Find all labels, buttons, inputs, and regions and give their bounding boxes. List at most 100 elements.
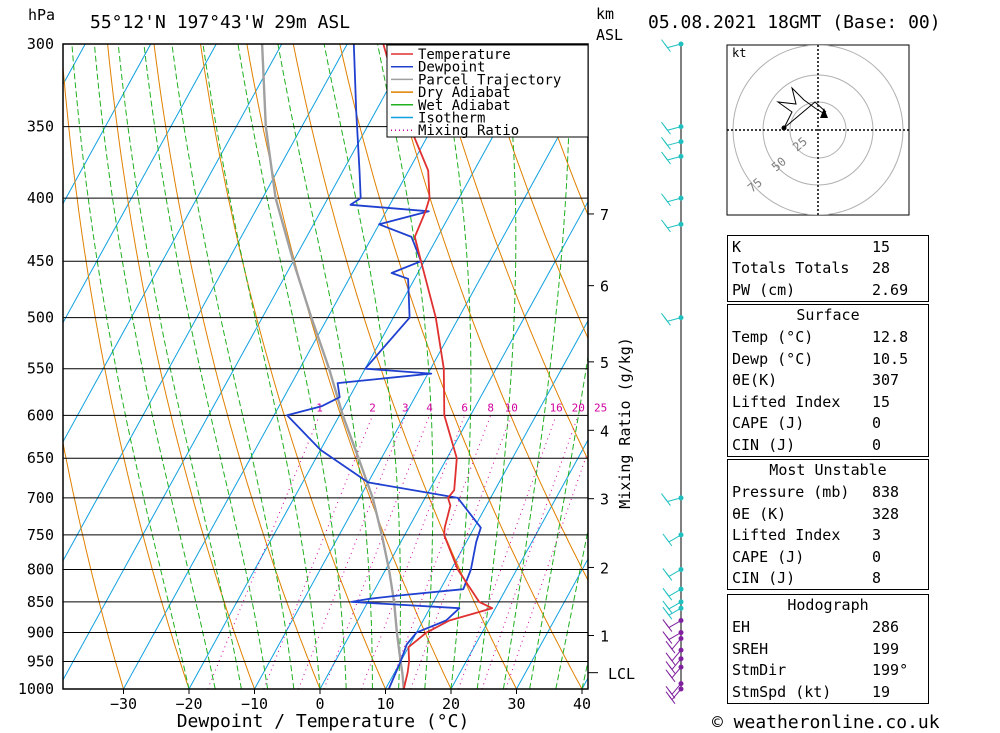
- eh-value: 286: [872, 618, 900, 637]
- pressure-tick-label: 650: [27, 449, 54, 467]
- km-tick-label: 2: [600, 559, 609, 577]
- mixing-ratio-label: 4: [426, 401, 433, 414]
- dry-adiabat-line: [990, 44, 1000, 689]
- surface-li-label: Lifted Index: [732, 392, 841, 411]
- km-tick-label: 3: [600, 491, 609, 509]
- surface-cin-value: 0: [872, 435, 882, 454]
- dry-adiabat-line: [943, 44, 1000, 689]
- legend-label: Parcel Trajectory: [418, 72, 561, 88]
- surface-theta-label: θE(K): [732, 371, 778, 390]
- isotherm-line: [450, 438, 588, 689]
- legend-label: Isotherm: [418, 111, 485, 127]
- wet-adiabat-line: [237, 44, 347, 689]
- wet-adiabat-line: [171, 44, 295, 689]
- mixing-ratio-label: 2: [369, 401, 376, 414]
- isotherm-line: [385, 319, 588, 689]
- wet-adiabat-line: [377, 44, 434, 689]
- stmspd-label: StmSpd (kt): [732, 682, 832, 701]
- dry-adiabat-line: [432, 44, 588, 461]
- wind-barb-shaft: [668, 607, 682, 616]
- surface-table: Surface Temp (°C) 12.8 Dewp (°C) 10.5 θE(K…: [727, 304, 929, 457]
- stmdir-value: 199°: [872, 661, 909, 680]
- sounding-series: [260, 44, 494, 689]
- wind-barb-flag: [665, 635, 673, 644]
- pw-value: 2.69: [872, 280, 909, 299]
- surface-cape-label: CAPE (J): [732, 414, 805, 433]
- series-line-temperature: [382, 44, 494, 689]
- wind-barb-flag: [668, 665, 676, 674]
- wind-barb-shaft: [671, 666, 682, 679]
- wind-barb-shaft: [667, 43, 682, 49]
- wind-barb-flag: [664, 43, 671, 52]
- mu-cin-label: CIN (J): [732, 569, 796, 588]
- wind-barb-flag: [664, 223, 671, 233]
- wind-barb-flag: [665, 604, 673, 614]
- km-axis: 1 2 3 4 5 6 7: [588, 206, 609, 674]
- most-unstable-table: Most Unstable Pressure (mb) 838 θE (K) 328…: [727, 459, 929, 590]
- series-line-dewpoint: [286, 44, 482, 689]
- asl-label: ASL: [596, 26, 623, 44]
- indices-table: K 15 Totals Totals 28 PW (cm) 2.69: [727, 235, 929, 302]
- pressure-unit-label: hPa: [28, 6, 55, 24]
- surface-theta-value: 307: [872, 371, 900, 390]
- legend-label: Temperature: [418, 47, 511, 63]
- x-axis-label: Dewpoint / Temperature (°C): [177, 711, 470, 732]
- dry-adiabat-line: [153, 44, 321, 689]
- wind-barb-shaft: [671, 649, 682, 662]
- mixing-ratio-line: [298, 415, 406, 689]
- mixing-ratio-label: 1: [316, 401, 323, 414]
- mu-cin-value: 8: [872, 569, 882, 588]
- plot-frame: [62, 43, 589, 690]
- wet-adiabat-line: [71, 44, 190, 689]
- hodograph-unit-label: kt: [732, 46, 746, 60]
- mixing-ratio-label: 25: [594, 401, 607, 414]
- isotherm-line: [516, 557, 588, 689]
- wind-barb-flag: [668, 644, 676, 654]
- surface-title: Surface: [796, 306, 860, 324]
- pressure-tick-label: 950: [27, 653, 54, 671]
- surface-temp-label: Temp (°C): [732, 328, 814, 347]
- mu-cape-value: 0: [872, 547, 882, 566]
- x-tick-label: −20: [175, 695, 202, 713]
- x-tick-label: 10: [376, 695, 394, 713]
- mixing-ratio-line: [481, 415, 579, 689]
- isotherm-line: [63, 44, 414, 681]
- surface-li-value: 15: [872, 392, 891, 411]
- wet-adiabat-line: [529, 353, 588, 689]
- isotherm-line: [0, 44, 20, 689]
- wind-barb-shaft: [667, 497, 682, 503]
- k-index-value: 15: [872, 237, 891, 256]
- mixing-ratio-line: [323, 415, 430, 689]
- pressure-tick-label: 350: [27, 118, 54, 136]
- wet-adiabat-line: [476, 44, 517, 689]
- wet-adiabat-line: [93, 44, 216, 689]
- wind-barb-flag: [665, 537, 673, 547]
- wind-barb-flag: [668, 695, 676, 705]
- mixing-ratio-label: 16: [550, 401, 563, 414]
- copyright: © weatheronline.co.uk: [712, 712, 940, 733]
- wind-barb-flag: [665, 623, 673, 632]
- wind-barb-flag: [664, 155, 671, 165]
- pressure-tick-label: 850: [27, 593, 54, 611]
- stmdir-label: StmDir: [732, 661, 787, 680]
- pw-label: PW (cm): [732, 280, 796, 299]
- wind-barb-shaft: [671, 688, 682, 701]
- mixing-ratio-label: 10: [505, 401, 518, 414]
- x-tick-label: 20: [442, 695, 460, 713]
- pressure-tick-label: 900: [27, 624, 54, 642]
- wind-barb-flag: [665, 591, 673, 601]
- wind-barb-dot: [678, 124, 684, 130]
- wind-barbs: [661, 39, 684, 705]
- pressure-tick-label: 500: [27, 309, 54, 327]
- pressure-tick-label: 750: [27, 526, 54, 544]
- eh-label: EH: [732, 618, 751, 637]
- wind-barb-flag: [664, 497, 671, 506]
- wind-barb-shaft: [668, 534, 682, 543]
- mu-cape-label: CAPE (J): [732, 547, 805, 566]
- wind-barb-flag: [665, 572, 673, 581]
- stmspd-value: 19: [872, 682, 891, 701]
